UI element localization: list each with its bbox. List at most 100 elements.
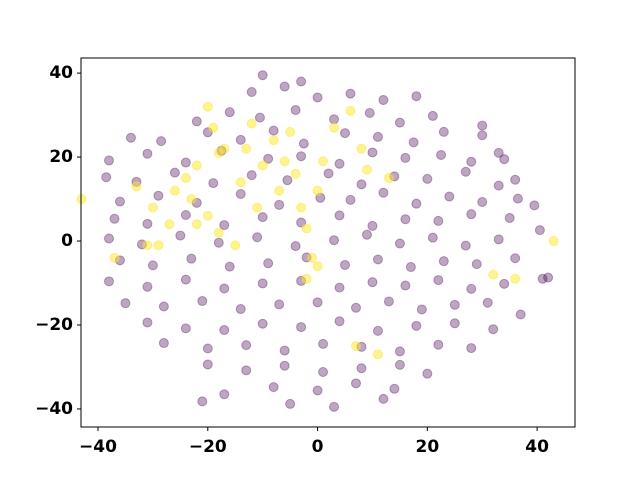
scatter-point xyxy=(164,219,175,230)
scatter-point xyxy=(318,338,329,349)
scatter-point xyxy=(296,202,307,213)
scatter-point xyxy=(534,225,545,236)
scatter-point xyxy=(290,241,301,252)
scatter-point xyxy=(142,281,153,292)
scatter-point xyxy=(158,338,169,349)
scatter-point xyxy=(329,122,340,133)
scatter-point xyxy=(186,253,197,264)
scatter-point xyxy=(364,107,375,118)
scatter-point xyxy=(301,223,312,234)
scatter-point xyxy=(76,194,87,205)
scatter-point xyxy=(312,92,323,103)
scatter-point xyxy=(180,274,191,285)
scatter-point xyxy=(219,220,230,231)
scatter-point xyxy=(268,382,279,393)
scatter-point xyxy=(298,138,309,149)
scatter-point xyxy=(438,256,449,267)
scatter-point xyxy=(510,174,521,185)
scatter-point xyxy=(279,81,290,92)
scatter-point xyxy=(433,339,444,350)
scatter-point xyxy=(383,296,394,307)
scatter-point xyxy=(515,309,526,320)
scatter-point xyxy=(257,212,268,223)
scatter-point xyxy=(372,254,383,265)
scatter-point xyxy=(427,110,438,121)
scatter-point xyxy=(548,236,559,247)
scatter-point xyxy=(493,234,504,245)
scatter-point xyxy=(142,317,153,328)
scatter-point xyxy=(252,202,263,213)
scatter-point xyxy=(290,105,301,116)
scatter-point xyxy=(367,220,378,231)
scatter-point xyxy=(334,282,345,293)
scatter-point xyxy=(142,148,153,159)
scatter-point xyxy=(208,178,219,189)
scatter-point xyxy=(213,227,224,238)
scatter-point xyxy=(254,112,265,123)
scatter-point xyxy=(394,117,405,128)
scatter-point xyxy=(257,318,268,329)
scatter-point xyxy=(197,396,208,407)
scatter-point xyxy=(103,276,114,287)
scatter-point xyxy=(411,198,422,209)
x-tick-label: −40 xyxy=(79,437,117,457)
scatter-point xyxy=(345,105,356,116)
scatter-point xyxy=(202,210,213,221)
scatter-point xyxy=(416,304,427,315)
scatter-point xyxy=(400,214,411,225)
x-tick-label: 0 xyxy=(312,437,324,457)
scatter-point xyxy=(444,191,455,202)
scatter-point xyxy=(422,368,433,379)
plot-frame xyxy=(80,57,576,428)
scatter-point xyxy=(279,345,290,356)
scatter-point xyxy=(109,213,120,224)
scatter-point xyxy=(274,185,285,196)
scatter-point xyxy=(493,180,504,191)
scatter-point xyxy=(180,157,191,168)
scatter-point xyxy=(466,156,477,167)
scatter-point xyxy=(510,273,521,284)
scatter-point xyxy=(263,153,274,164)
scatter-point xyxy=(312,385,323,396)
scatter-point xyxy=(114,196,125,207)
scatter-point xyxy=(213,237,224,248)
scatter-point xyxy=(400,280,411,291)
scatter-point xyxy=(202,101,213,112)
scatter-point xyxy=(147,202,158,213)
scatter-point xyxy=(433,215,444,226)
scatter-point xyxy=(279,156,290,167)
scatter-point xyxy=(274,299,285,310)
scatter-point xyxy=(202,359,213,370)
scatter-point xyxy=(153,190,164,201)
scatter-point xyxy=(405,262,416,273)
scatter-point xyxy=(191,219,202,230)
scatter-point xyxy=(235,189,246,200)
scatter-point xyxy=(274,199,285,210)
scatter-point xyxy=(307,252,318,263)
scatter-point xyxy=(219,389,230,400)
scatter-point xyxy=(408,137,419,148)
scatter-point xyxy=(235,177,246,188)
scatter-point xyxy=(488,324,499,335)
scatter-point xyxy=(279,360,290,371)
scatter-point xyxy=(477,130,488,141)
scatter-point xyxy=(125,132,136,143)
scatter-point xyxy=(372,349,383,360)
scatter-point xyxy=(334,158,345,169)
scatter-point xyxy=(372,131,383,142)
scatter-point xyxy=(499,154,510,165)
scatter-point xyxy=(340,128,351,139)
scatter-point xyxy=(493,147,504,158)
x-tick-label: 20 xyxy=(416,437,440,457)
y-tick-label: 20 xyxy=(49,147,73,167)
scatter-point xyxy=(329,401,340,412)
scatter-point xyxy=(436,149,447,160)
scatter-point xyxy=(449,318,460,329)
scatter-point xyxy=(268,125,279,136)
scatter-point xyxy=(356,143,367,154)
scatter-point xyxy=(296,322,307,333)
scatter-point xyxy=(312,261,323,272)
scatter-point xyxy=(411,91,422,102)
